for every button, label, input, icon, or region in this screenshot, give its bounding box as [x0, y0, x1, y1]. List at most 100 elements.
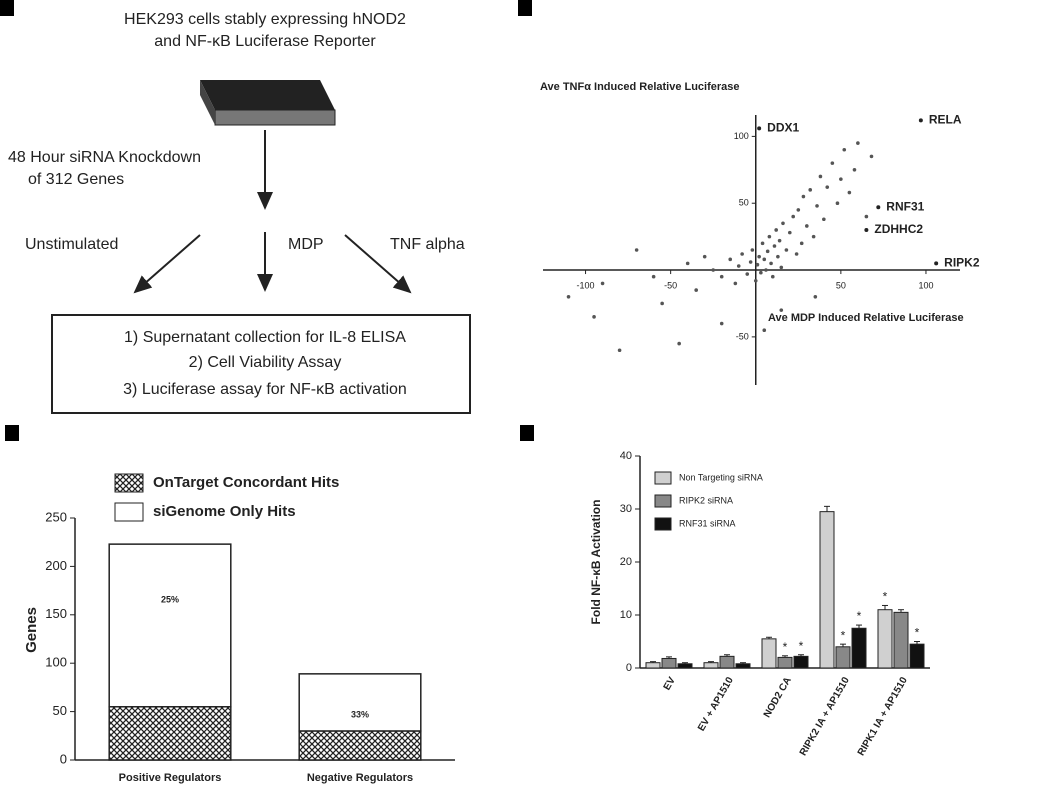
assay-text: 3) Luciferase assay for NF-κB activation: [123, 381, 407, 398]
x-tick-label: Positive Regulators: [119, 772, 222, 784]
data-point: [740, 252, 744, 256]
assay-text: 2) Cell Viability Assay: [189, 354, 342, 371]
significance-mark: *: [783, 640, 788, 654]
y-tick-label: 50: [53, 703, 67, 718]
bar: [703, 662, 719, 669]
bar: [819, 511, 835, 669]
y-tick-label: 10: [620, 609, 632, 621]
bar: [877, 609, 893, 669]
data-point: [719, 321, 724, 326]
significance-mark: *: [799, 639, 804, 653]
y-tick-label: 0: [60, 751, 67, 766]
significance-mark: *: [915, 626, 920, 640]
panel-label: [0, 0, 14, 16]
data-point: [794, 252, 799, 256]
data-point: [711, 268, 716, 272]
point-label: RIPK2: [944, 256, 980, 270]
branch-label: Unstimulated: [25, 236, 118, 253]
legend-label: siGenome Only Hits: [153, 503, 296, 520]
data-point: [770, 274, 775, 279]
bar: [645, 662, 661, 669]
data-point: [842, 147, 847, 152]
point-label: ZDHHC2: [874, 222, 923, 236]
x-tick-label: RIPK2 IA + AP1510: [798, 675, 852, 758]
point-label: RNF31: [886, 199, 924, 213]
panel-label: [518, 0, 532, 16]
step-text: of 312 Genes: [28, 171, 124, 188]
legend-swatch: [654, 494, 672, 508]
data-point: [719, 274, 724, 279]
data-point: [759, 270, 763, 275]
step-text: 48 Hour siRNA Knockdown: [8, 149, 201, 166]
y-tick-label: 30: [620, 503, 632, 515]
significance-mark: *: [883, 590, 888, 604]
data-point: [750, 248, 755, 252]
data-point: [791, 214, 795, 219]
assay-box: [51, 314, 471, 414]
bar: [835, 646, 851, 669]
data-point: [801, 194, 806, 199]
plate-icon: [200, 80, 215, 125]
data-point: [772, 244, 777, 248]
bar: [909, 643, 925, 669]
bar: [677, 663, 693, 669]
data-point: [835, 201, 840, 206]
data-point: [808, 188, 813, 192]
bar: [777, 656, 793, 669]
bar: [719, 655, 735, 669]
data-point: [677, 341, 681, 346]
x-tick-label: 50: [836, 280, 846, 290]
data-point: [864, 214, 869, 219]
arrow: [133, 234, 201, 294]
data-point: [779, 265, 784, 270]
y-tick-label: 150: [45, 606, 67, 621]
bar-segment: [108, 543, 232, 708]
data-point: [805, 224, 809, 228]
data-point: [685, 261, 690, 266]
data-point: [839, 177, 843, 181]
data-point: [852, 168, 857, 172]
data-point: [728, 257, 733, 262]
y-axis-title: Ave TNFα Induced Relative Luciferase: [540, 81, 740, 93]
data-point: [660, 301, 664, 306]
point-label: DDX1: [767, 121, 799, 135]
data-point: [592, 315, 596, 319]
branch-label: MDP: [288, 236, 324, 253]
bar: [893, 611, 909, 669]
data-point: [825, 185, 830, 189]
data-point: [769, 261, 773, 266]
data-point: [813, 294, 818, 299]
arrow: [344, 234, 412, 294]
data-point: [869, 154, 874, 159]
data-point: [784, 248, 789, 252]
y-tick-label: 40: [620, 450, 632, 462]
y-axis-title: Fold NF-κB Activation: [589, 500, 603, 625]
data-point: [779, 308, 784, 312]
plate-icon: [214, 109, 336, 126]
bar-segment: [298, 730, 422, 761]
data-point: [753, 278, 758, 283]
data-point: [762, 257, 767, 262]
data-point: [748, 260, 753, 264]
data-point: [634, 248, 639, 252]
diagram-title: and NF-κB Luciferase Reporter: [154, 33, 376, 50]
y-tick-label: 250: [45, 509, 67, 524]
x-tick-label: -50: [664, 280, 677, 290]
data-point: [822, 217, 826, 222]
labeled-point: [864, 227, 869, 232]
data-point: [566, 294, 571, 299]
labeled-point: [876, 205, 881, 210]
data-point: [617, 348, 622, 353]
labeled-point: [934, 261, 939, 266]
data-point: [755, 262, 760, 267]
diagram-title: HEK293 cells stably expressing hNOD2: [124, 11, 406, 28]
data-point: [600, 281, 605, 286]
bar-annotation: 33%: [351, 709, 369, 719]
y-tick-label: 20: [620, 556, 632, 568]
x-tick-label: NOD2 CA: [762, 675, 794, 719]
legend-swatch: [654, 517, 672, 531]
y-tick-label: -50: [736, 331, 749, 341]
legend-swatch: [114, 473, 144, 493]
y-tick-label: 100: [45, 655, 67, 670]
data-point: [781, 221, 785, 226]
